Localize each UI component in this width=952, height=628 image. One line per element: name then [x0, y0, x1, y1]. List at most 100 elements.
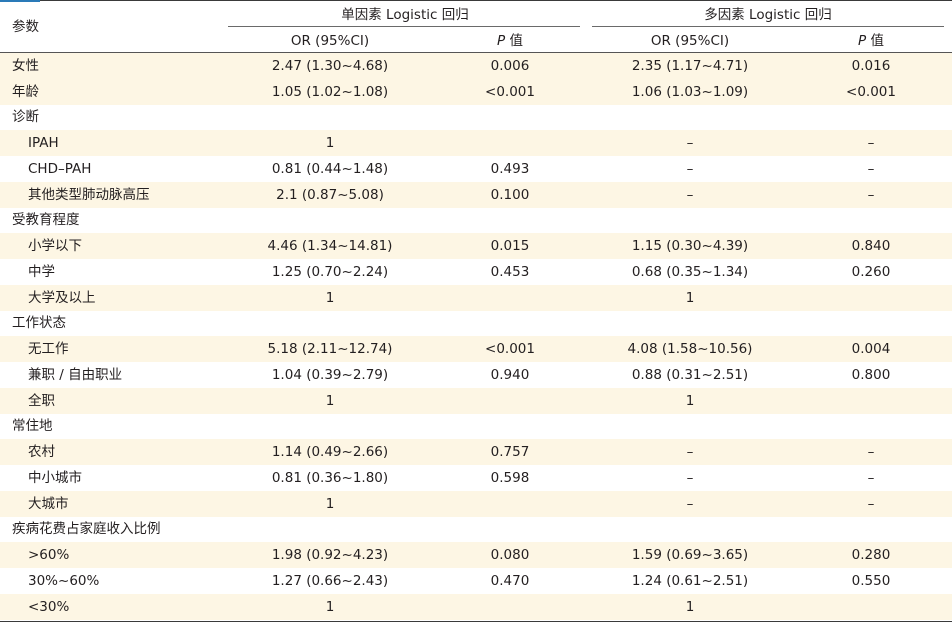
row-label: >60%: [0, 542, 230, 568]
uni-or: [230, 208, 430, 234]
row-label: 农村: [0, 439, 230, 465]
uni-p: [430, 311, 590, 337]
uni-or: [230, 311, 430, 337]
multi-p: –: [790, 439, 952, 465]
multi-or: 1: [590, 387, 790, 414]
uni-or: [230, 414, 430, 440]
multi-p: –: [867, 469, 875, 486]
multi-p: 0.260: [851, 263, 891, 280]
table-row: 诊断: [0, 105, 952, 131]
uni-or: 2.47 (1.30~4.68): [230, 53, 430, 79]
row-label: 大学及以上: [0, 284, 230, 311]
header-univariate-group: 单因素 Logistic 回归: [341, 7, 469, 23]
header-uni-p: P 值: [430, 32, 590, 50]
row-label: 兼职 / 自由职业: [28, 366, 123, 383]
uni-or: [230, 105, 430, 131]
table-top-accent: [0, 0, 40, 2]
multi-p: [790, 284, 952, 311]
header-uni-p-suffix: 值: [505, 33, 523, 49]
uni-p: [430, 593, 590, 620]
table-row: 受教育程度: [0, 208, 952, 234]
uni-or: 1.14 (0.49~2.66): [230, 439, 430, 465]
table-row: 常住地: [0, 414, 952, 440]
multi-p: 0.800: [851, 366, 891, 383]
uni-p: <0.001: [430, 78, 590, 105]
row-label: 常住地: [12, 418, 53, 435]
row-label: CHD–PAH: [28, 160, 92, 177]
multi-or: 0.88 (0.31~2.51): [631, 366, 749, 383]
uni-p: 0.598: [490, 469, 530, 486]
uni-p: 0.757: [430, 439, 590, 465]
uni-p: [430, 387, 590, 414]
header-multivariate-rule: [592, 26, 944, 27]
multi-p: [790, 593, 952, 620]
header-multi-p-suffix: 值: [866, 33, 884, 49]
multi-or: 1.59 (0.69~3.65): [590, 542, 790, 568]
table-row: 兼职 / 自由职业 1.04 (0.39~2.79) 0.940 0.88 (0.31…: [0, 362, 952, 388]
multi-or: [590, 208, 790, 234]
header-univariate-rule: [228, 26, 580, 27]
uni-p: [430, 490, 590, 517]
row-label: <30%: [0, 593, 230, 620]
uni-p: 0.080: [430, 542, 590, 568]
row-label: IPAH: [0, 130, 230, 156]
row-label: 全职: [0, 387, 230, 414]
multi-or: –: [590, 130, 790, 156]
table-row: 大城市 1 – –: [0, 490, 952, 517]
uni-or: 2.1 (0.87~5.08): [230, 181, 430, 208]
uni-p: 0.015: [430, 233, 590, 259]
table-top-rule: [0, 0, 952, 1]
multi-p: 0.004: [790, 336, 952, 362]
multi-p: 0.840: [790, 233, 952, 259]
data-table: 女性 2.47 (1.30~4.68) 0.006 2.35 (1.17~4.71) 0…: [0, 53, 952, 620]
uni-or: 0.81 (0.44~1.48): [271, 160, 389, 177]
multi-p: [790, 517, 952, 543]
table-row: 疾病花费占家庭收入比例: [0, 517, 952, 543]
uni-p: 0.470: [490, 572, 530, 589]
row-label: 其他类型肺动脉高压: [0, 181, 230, 208]
uni-or: 4.46 (1.34~14.81): [230, 233, 430, 259]
header-param: 参数: [12, 19, 39, 35]
table-row: 年龄 1.05 (1.02~1.08) <0.001 1.06 (1.03~1.09)…: [0, 78, 952, 105]
row-label: 无工作: [0, 336, 230, 362]
multi-p: –: [790, 130, 952, 156]
header-multi-p-italic: P: [858, 33, 867, 49]
uni-or: 1.98 (0.92~4.23): [230, 542, 430, 568]
multi-p: 0.280: [790, 542, 952, 568]
table-row: IPAH 1 – –: [0, 130, 952, 156]
table-row: 工作状态: [0, 311, 952, 337]
multi-p: –: [790, 181, 952, 208]
uni-p: [430, 284, 590, 311]
multi-p: [790, 208, 952, 234]
uni-or: [230, 517, 430, 543]
multi-p: [790, 414, 952, 440]
header-multivariate-group: 多因素 Logistic 回归: [704, 7, 832, 23]
uni-p: 0.940: [490, 366, 530, 383]
table-row: 全职 1 1: [0, 387, 952, 414]
uni-or: 1: [230, 130, 430, 156]
row-label: 工作状态: [12, 315, 66, 332]
multi-p: <0.001: [790, 78, 952, 105]
header-uni-p-italic: P: [497, 33, 506, 49]
multi-or: 4.08 (1.58~10.56): [590, 336, 790, 362]
table-row: CHD–PAH 0.81 (0.44~1.48) 0.493 – –: [0, 156, 952, 182]
uni-p: 0.006: [430, 53, 590, 79]
uni-or: 1.25 (0.70~2.24): [271, 263, 389, 280]
multi-or: [590, 105, 790, 131]
uni-or: 1.05 (1.02~1.08): [230, 78, 430, 105]
row-label: 疾病花费占家庭收入比例: [12, 521, 161, 538]
multi-or: –: [686, 469, 694, 486]
table-row: 30%~60% 1.27 (0.66~2.43) 0.470 1.24 (0.61~2…: [0, 568, 952, 594]
uni-or: 1: [230, 284, 430, 311]
multi-p: [790, 105, 952, 131]
header-uni-or: OR (95%CI): [290, 33, 370, 49]
row-label: 中学: [28, 263, 55, 280]
uni-or: 0.81 (0.36~1.80): [271, 469, 389, 486]
table-row: 小学以下 4.46 (1.34~14.81) 0.015 1.15 (0.30~4.3…: [0, 233, 952, 259]
uni-p: 0.100: [430, 181, 590, 208]
row-label: 大城市: [0, 490, 230, 517]
uni-p: [430, 105, 590, 131]
table-row: 中小城市 0.81 (0.36~1.80) 0.598 – –: [0, 465, 952, 491]
table-row: 女性 2.47 (1.30~4.68) 0.006 2.35 (1.17~4.71) 0…: [0, 53, 952, 79]
